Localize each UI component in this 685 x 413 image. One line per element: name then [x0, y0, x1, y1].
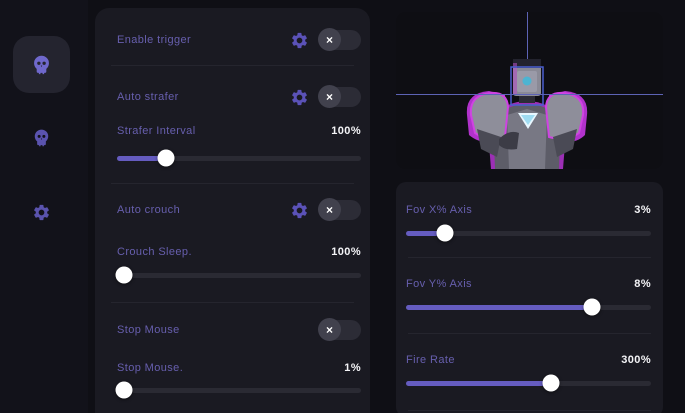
slider-track: [117, 156, 361, 161]
toggle-knob: ×: [318, 198, 341, 221]
sidebar: [0, 0, 88, 413]
slider-track: [117, 388, 361, 393]
left-settings-panel: Enable trigger × Auto strafer × Strafer …: [95, 8, 370, 413]
slider-thumb[interactable]: [115, 266, 133, 284]
crosshair-vertical-line: [527, 12, 528, 94]
gear-icon[interactable]: [289, 87, 309, 107]
crouch-sleep-value: 100%: [331, 246, 361, 258]
auto-crouch-label: Auto crouch: [117, 204, 181, 216]
fov-x-label: Fov X% Axis: [406, 204, 473, 216]
fire-rate-header: Fire Rate 300%: [406, 353, 651, 367]
toggle-x-icon: ×: [325, 89, 333, 104]
auto-strafer-label: Auto strafer: [117, 91, 179, 103]
toggle-knob: ×: [318, 85, 341, 108]
slider-fill: [406, 381, 551, 386]
slider-track: [117, 273, 361, 278]
crouch-sleep-slider[interactable]: [115, 266, 361, 284]
fire-rate-value: 300%: [621, 354, 651, 366]
toggle-knob: ×: [318, 318, 341, 341]
strafer-interval-header: Strafer Interval 100%: [117, 124, 361, 138]
sidebar-item-settings[interactable]: [13, 184, 70, 241]
toggle-knob: ×: [318, 28, 341, 51]
right-settings-panel: Fov X% Axis 3% Fov Y% Axis 8% Fire Rate …: [396, 182, 663, 413]
slider-fill: [406, 305, 593, 310]
stop-mouse-slider-label: Stop Mouse.: [117, 362, 184, 374]
auto-crouch-toggle[interactable]: ×: [318, 198, 361, 221]
model-preview-panel: [396, 12, 663, 169]
toggle-x-icon: ×: [325, 322, 333, 337]
stop-mouse-row: Stop Mouse ×: [117, 318, 361, 342]
auto-strafer-row: Auto strafer ×: [117, 85, 361, 109]
divider: [111, 65, 354, 66]
divider: [111, 183, 354, 184]
slider-fill: [406, 231, 446, 236]
stop-mouse-toggle[interactable]: ×: [318, 318, 361, 341]
slider-track: [406, 381, 651, 386]
stop-mouse-slider[interactable]: [115, 381, 361, 399]
crouch-sleep-header: Crouch Sleep. 100%: [117, 245, 361, 259]
divider: [408, 257, 651, 258]
crosshair-horizontal-line: [396, 94, 663, 95]
divider: [408, 410, 651, 411]
auto-crouch-row: Auto crouch ×: [117, 198, 361, 222]
fire-rate-slider[interactable]: [406, 374, 651, 392]
strafer-interval-label: Strafer Interval: [117, 125, 196, 137]
fov-x-value: 3%: [634, 204, 651, 216]
toggle-x-icon: ×: [325, 202, 333, 217]
fov-y-slider[interactable]: [406, 298, 651, 316]
enable-trigger-toggle[interactable]: ×: [318, 28, 361, 51]
fov-y-label: Fov Y% Axis: [406, 278, 472, 290]
gear-icon: [34, 204, 49, 221]
enable-trigger-label: Enable trigger: [117, 34, 192, 46]
slider-thumb[interactable]: [583, 298, 601, 316]
crouch-sleep-label: Crouch Sleep.: [117, 246, 192, 258]
skull-icon: [34, 55, 49, 75]
head-target-box: [510, 66, 544, 106]
fov-y-header: Fov Y% Axis 8%: [406, 277, 651, 291]
auto-strafer-toggle[interactable]: ×: [318, 85, 361, 108]
stop-mouse-slider-header: Stop Mouse. 1%: [117, 361, 361, 375]
toggle-x-icon: ×: [325, 32, 333, 47]
enable-trigger-row: Enable trigger ×: [117, 28, 361, 52]
gear-icon[interactable]: [289, 30, 309, 50]
gear-icon[interactable]: [289, 200, 309, 220]
fov-x-slider[interactable]: [406, 224, 651, 242]
sidebar-item-aim[interactable]: [13, 36, 70, 93]
divider: [111, 302, 354, 303]
skull-icon: [34, 129, 49, 147]
slider-track: [406, 305, 651, 310]
fire-rate-label: Fire Rate: [406, 354, 455, 366]
fov-y-value: 8%: [634, 278, 651, 290]
sidebar-item-player[interactable]: [13, 109, 70, 166]
slider-track: [406, 231, 651, 236]
stop-mouse-slider-value: 1%: [344, 362, 361, 374]
fov-x-header: Fov X% Axis 3%: [406, 203, 651, 217]
slider-fill: [117, 156, 166, 161]
strafer-interval-slider[interactable]: [117, 149, 361, 167]
slider-thumb[interactable]: [115, 381, 133, 399]
stop-mouse-label: Stop Mouse: [117, 324, 180, 336]
divider: [408, 333, 651, 334]
slider-thumb[interactable]: [436, 224, 454, 242]
slider-thumb[interactable]: [157, 149, 175, 167]
strafer-interval-value: 100%: [331, 125, 361, 137]
slider-thumb[interactable]: [542, 374, 560, 392]
robot-model: [466, 59, 588, 169]
